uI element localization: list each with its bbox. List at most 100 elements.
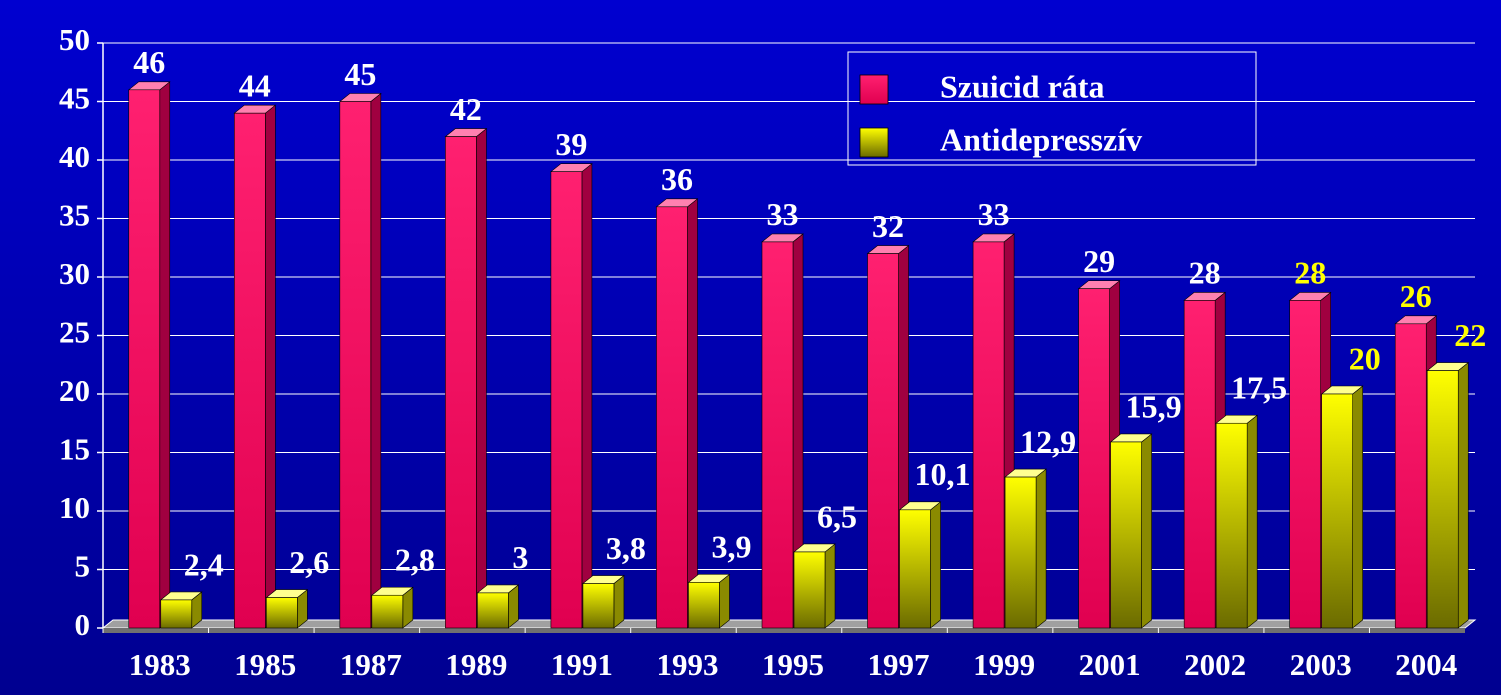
- x-tick-label: 1999: [973, 647, 1035, 682]
- bar-side: [370, 92, 382, 629]
- x-tick-label: 1997: [868, 647, 930, 682]
- value-label: 28: [1294, 255, 1326, 291]
- value-label: 33: [767, 196, 799, 232]
- legend-label: Antidepresszív: [940, 121, 1142, 157]
- bar: [234, 112, 266, 629]
- value-label: 46: [133, 44, 165, 80]
- bar: [477, 592, 509, 629]
- bar: [1289, 300, 1321, 629]
- bar: [371, 594, 404, 629]
- bar: [128, 89, 161, 629]
- y-tick-label: 25: [59, 315, 90, 350]
- x-tick-label: 2001: [1079, 647, 1141, 682]
- bar-side: [1352, 385, 1363, 629]
- value-label: 42: [450, 91, 482, 127]
- value-label: 3,9: [711, 529, 751, 565]
- value-label: 33: [978, 196, 1010, 232]
- bar: [1183, 300, 1216, 629]
- y-tick-label: 35: [59, 198, 90, 233]
- bar-side: [719, 573, 730, 629]
- x-tick-label: 1983: [129, 647, 191, 682]
- y-tick-label: 50: [59, 22, 90, 57]
- value-label: 2,8: [395, 542, 435, 578]
- bar: [1426, 370, 1459, 629]
- value-label: 3: [512, 539, 528, 575]
- value-label: 10,1: [915, 456, 971, 492]
- bar-side: [1035, 468, 1047, 629]
- bar: [867, 253, 899, 629]
- y-tick-label: 0: [75, 607, 91, 642]
- bar: [1078, 288, 1110, 629]
- value-label: 28: [1189, 255, 1221, 291]
- legend-box: [847, 51, 1257, 166]
- bar: [1321, 393, 1353, 629]
- bar-side: [581, 163, 593, 629]
- bar-side: [613, 574, 625, 629]
- value-label: 22: [1454, 317, 1486, 353]
- value-label: 39: [555, 126, 587, 162]
- y-tick-label: 40: [59, 139, 90, 174]
- bar: [1110, 441, 1142, 629]
- value-label: 2,6: [289, 544, 329, 580]
- bar: [1394, 323, 1427, 629]
- y-tick-label: 5: [75, 549, 91, 584]
- x-tick-label: 2003: [1290, 647, 1352, 682]
- bar: [899, 509, 931, 629]
- bar: [339, 101, 372, 629]
- y-tick-label: 30: [59, 256, 90, 291]
- value-label: 29: [1083, 243, 1115, 279]
- legend-swatch: [859, 127, 889, 158]
- floor-edge: [103, 628, 1465, 633]
- value-label: 6,5: [817, 498, 857, 534]
- x-tick-label: 1989: [445, 647, 507, 682]
- value-label: 17,5: [1231, 370, 1287, 406]
- bar-side: [824, 543, 836, 629]
- value-label: 26: [1400, 278, 1432, 314]
- bar-side: [1246, 414, 1258, 629]
- bar: [582, 583, 615, 629]
- legend-label: Szuicid ráta: [940, 68, 1104, 104]
- x-tick-label: 1993: [656, 647, 718, 682]
- value-label: 32: [872, 208, 904, 244]
- bar: [761, 241, 794, 629]
- x-tick-label: 1985: [234, 647, 296, 682]
- bar: [793, 551, 826, 629]
- y-tick-label: 45: [59, 81, 90, 116]
- bar-side: [159, 81, 171, 629]
- bar-side: [930, 501, 941, 629]
- bar: [160, 599, 193, 629]
- bar-side: [476, 127, 487, 629]
- bar-side: [1141, 433, 1152, 629]
- x-tick-label: 1987: [340, 647, 402, 682]
- legend-swatch: [859, 74, 889, 105]
- bar-side: [265, 104, 276, 629]
- value-label: 44: [239, 68, 271, 104]
- value-label: 3,8: [606, 530, 646, 566]
- x-tick-label: 1995: [762, 647, 824, 682]
- value-label: 15,9: [1126, 388, 1182, 424]
- value-label: 12,9: [1020, 423, 1076, 459]
- x-tick-label: 2004: [1395, 647, 1457, 682]
- x-tick-label: 1991: [551, 647, 613, 682]
- bar: [445, 136, 477, 629]
- bar: [972, 241, 1005, 629]
- bar: [688, 582, 720, 629]
- bar: [1215, 422, 1248, 629]
- value-label: 36: [661, 161, 693, 197]
- bar: [266, 597, 298, 629]
- bar: [550, 171, 583, 629]
- y-tick-label: 10: [59, 490, 90, 525]
- bar: [656, 206, 688, 629]
- value-label: 2,4: [184, 546, 224, 582]
- x-tick-label: 2002: [1184, 647, 1246, 682]
- bar-side: [687, 198, 698, 629]
- value-label: 45: [344, 56, 376, 92]
- y-tick-label: 20: [59, 373, 90, 408]
- y-tick-label: 15: [59, 432, 90, 467]
- bar: [1004, 476, 1037, 629]
- value-label: 20: [1349, 340, 1381, 376]
- bar-side: [1457, 361, 1469, 629]
